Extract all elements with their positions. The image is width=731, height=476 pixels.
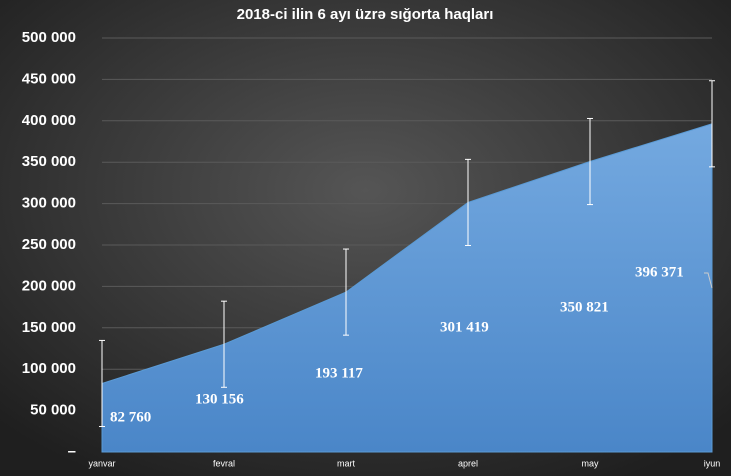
y-tick-label: 50 000 [30,402,76,419]
data-label: 301 419 [440,319,489,335]
y-tick-label: – [68,443,76,460]
data-label: 130 156 [195,391,244,407]
leader-line [704,272,713,289]
x-tick-label: iyun [704,458,721,468]
y-tick-label: 300 000 [22,195,76,212]
data-label: 396 371 [635,264,684,280]
y-tick-label: 250 000 [22,236,76,253]
x-tick-label: mart [337,458,355,468]
chart-title: 2018-ci ilin 6 ayı üzrə sığorta haqları [237,6,494,23]
error-bar [709,80,715,168]
y-tick-label: 400 000 [22,112,76,129]
y-tick-label: 350 000 [22,153,76,170]
x-tick-label: fevral [213,458,235,468]
x-tick-label: may [581,458,599,468]
x-tick-label: yanvar [88,458,115,468]
y-tick-label: 150 000 [22,319,76,336]
y-tick-label: 500 000 [22,29,76,46]
data-label: 193 117 [315,365,363,381]
error-bar [221,300,227,388]
y-tick-label: 100 000 [22,360,76,377]
error-bar [587,117,593,206]
data-label: 82 760 [110,409,151,425]
x-tick-label: aprel [458,458,478,468]
y-tick-label: 450 000 [22,70,76,87]
error-bar [465,158,471,246]
error-bar [99,339,105,428]
y-tick-label: 200 000 [22,277,76,294]
error-bar [343,248,349,336]
data-label: 350 821 [560,299,609,315]
